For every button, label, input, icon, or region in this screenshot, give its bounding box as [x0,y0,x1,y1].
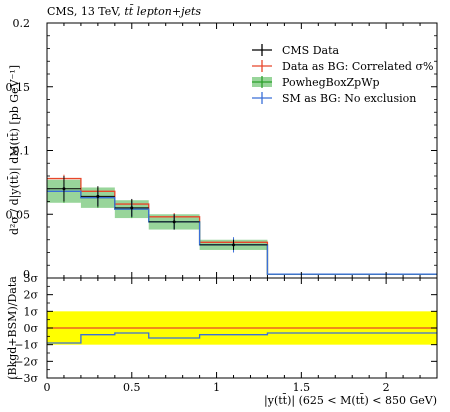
main-y-zero-label: 0 [23,268,30,281]
ratio-y-tick-label-0: 3σ [23,272,38,285]
ratio-y-tick-label-1: 2σ [23,289,38,302]
data-point-4 [232,243,236,247]
x-tick-label-3: 1.5 [293,381,311,394]
main-y-axis-title: d²σ / d|y(tt̄)| dM(tt̄) [pb GeV⁻¹] [8,65,22,235]
main-data-layer [47,176,268,250]
ratio-y-tick-label-6: −3σ [14,372,38,385]
legend-label-1: Data as BG: Correlated σ% [282,60,433,73]
main-y-tick-label-0: 0.05 [6,208,31,221]
ratio-y-tick-label-4: −1σ [14,339,38,352]
ratio-y-tick-label-2: 1σ [23,305,38,318]
legend: CMS Data Data as BG: Correlated σ% PowhegB… [252,44,433,105]
data-point-2 [130,206,134,210]
ratio-y-tick-label-3: 0σ [23,322,38,335]
ratio-x-ticks: 0 0.5 1 1.5 2 [44,278,438,394]
data-point-3 [172,220,176,224]
ratio-y-ticks: 3σ 2σ 1σ 0σ −1σ −2σ −3σ [14,272,437,385]
ratio-y-tick-label-5: −2σ [14,355,38,368]
x-tick-label-0: 0 [44,381,51,394]
main-y-tick-label-1: 0.1 [13,145,31,158]
main-bands-layer [47,179,268,250]
main-y-tick-label-3: 0.2 [13,17,31,30]
x-tick-label-2: 1 [213,381,220,394]
legend-label-0: CMS Data [282,44,340,57]
legend-label-3: SM as BG: No exclusion [282,92,416,105]
header-title: CMS, 13 TeV, tt̄ lepton+jets [47,5,201,18]
x-axis-title: |y(tt̄)| (625 < M(tt̄) < 850 GeV) [264,394,437,408]
main-y-tick-label-2: 0.15 [6,81,31,94]
legend-label-2: PowhegBoxZpWp [282,76,380,89]
data-point-0 [62,187,66,191]
ratio-lines-layer [47,327,437,344]
x-tick-label-4: 2 [383,381,390,394]
x-tick-label-1: 0.5 [123,381,141,394]
main-y-ticks: 0.05 0.1 0.15 0.2 [6,17,437,266]
series-line-blue [47,190,437,275]
ratio-line-blue [47,332,437,344]
data-point-1 [96,194,100,198]
ratio-y-axis-title: (Bkgd+BSM)/Data [6,276,19,380]
